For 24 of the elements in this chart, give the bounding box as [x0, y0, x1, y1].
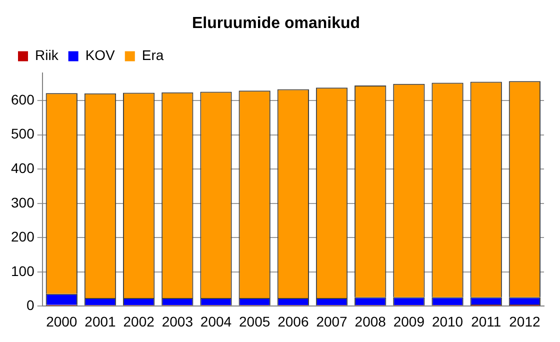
x-tick-label: 2005 [239, 313, 270, 330]
chart-title: Eluruumide omanikud [192, 15, 360, 32]
x-tick-label: 2004 [200, 313, 232, 330]
x-tick-label: 2007 [316, 313, 348, 330]
y-tick-label: 400 [11, 160, 35, 176]
x-tick-label: 2010 [432, 313, 464, 330]
y-tick-label: 600 [11, 91, 35, 108]
x-tick-label: 2008 [354, 313, 386, 330]
y-tick-label: 200 [11, 228, 35, 245]
x-tick-label: 2012 [509, 313, 540, 330]
x-tick-label: 2002 [123, 313, 155, 330]
x-tick-label: 2011 [471, 313, 502, 330]
legend-label: Era [142, 47, 164, 64]
y-tick-label: 100 [11, 262, 35, 279]
x-tick-label: 2006 [278, 313, 309, 330]
x-tick-label: 2009 [393, 313, 425, 330]
y-tick-label: 0 [26, 297, 35, 314]
legend-label: Riik [35, 47, 60, 64]
y-tick-label: 500 [11, 126, 35, 142]
legend-label: KOV [85, 47, 116, 64]
x-tick-label: 2000 [46, 313, 78, 330]
x-tick-label: 2001 [84, 313, 116, 330]
y-tick-label: 300 [11, 194, 35, 210]
x-tick-label: 2003 [162, 313, 194, 330]
